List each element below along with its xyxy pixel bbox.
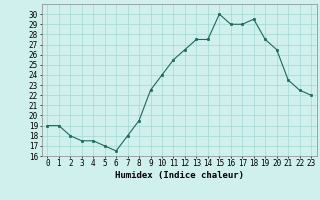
- X-axis label: Humidex (Indice chaleur): Humidex (Indice chaleur): [115, 171, 244, 180]
